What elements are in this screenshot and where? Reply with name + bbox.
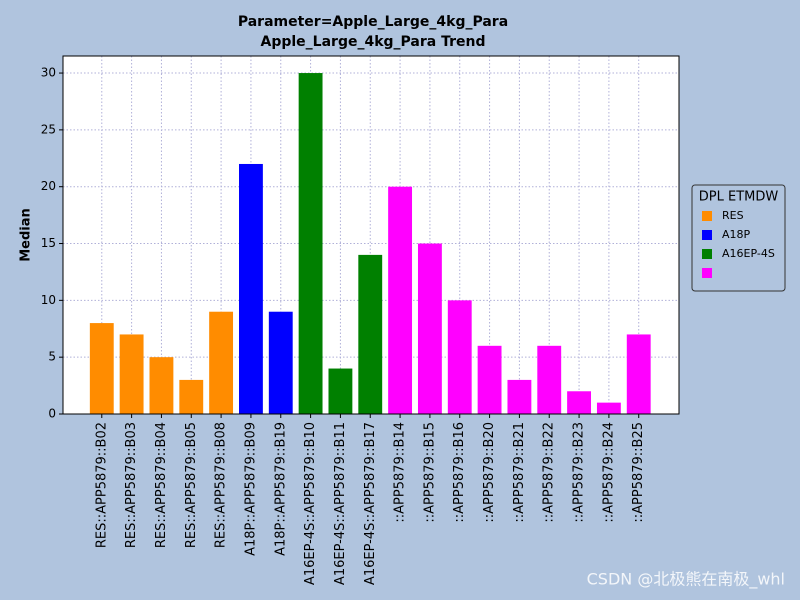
chart-title: Apple_Large_4kg_Para Trend [261,34,486,50]
bar [567,391,591,414]
x-tick-label: RES::APP5879::B04 [154,422,169,548]
bar [507,379,532,414]
x-tick-label: ::APP5879::B16 [452,422,467,523]
bar [328,368,353,414]
bar [179,379,204,414]
plot-frame [62,55,680,415]
y-tick-label: 15 [41,236,56,250]
x-tick-label: RES::APP5879::B08 [214,422,229,548]
y-tick-label: 0 [48,407,56,421]
bar [239,163,263,414]
bar [626,334,651,414]
x-tick-label: A18P::APP5879::B19 [273,422,288,556]
bar [358,254,383,414]
x-tick-label: ::APP5879::B14 [393,422,408,523]
bar [209,311,234,414]
y-tick-label: 20 [41,179,56,193]
bar [477,345,502,414]
x-tick-label: ::APP5879::B20 [482,422,497,523]
legend-swatch [702,268,712,278]
bar [596,402,621,414]
x-tick-label: ::APP5879::B22 [542,422,557,523]
bar [447,300,472,414]
legend-swatch [702,211,712,221]
legend-label: A16EP-4S [722,247,775,260]
x-tick-label: ::APP5879::B15 [422,422,437,523]
y-axis-label: Median [19,208,34,262]
bar [119,334,144,414]
x-tick-label: RES::APP5879::B05 [184,422,199,548]
legend-label: RES [722,209,744,222]
bar [268,311,293,414]
x-tick-label: ::APP5879::B24 [601,422,616,523]
x-tick-label: ::APP5879::B23 [572,422,587,523]
x-tick-label: A16EP-4S::APP5879::B10 [303,422,318,585]
watermark: CSDN @北极熊在南极_whl [587,570,785,590]
y-tick-label: 30 [41,66,56,80]
legend-swatch [702,230,712,240]
bar [537,345,562,414]
legend-title: DPL ETMDW [699,190,779,205]
x-tick-label: RES::APP5879::B02 [94,422,109,548]
bar [89,323,114,414]
bar [149,357,174,414]
legend-swatch [702,249,712,259]
x-tick-label: RES::APP5879::B03 [124,422,139,548]
y-tick-label: 10 [41,293,56,307]
x-tick-label: A16EP-4S::APP5879::B17 [363,422,378,585]
bar [298,73,323,415]
bar [388,186,413,414]
legend-box [691,184,786,292]
y-tick-label: 25 [41,122,56,136]
chart-title: Parameter=Apple_Large_4kg_Para [238,14,508,30]
x-tick-label: ::APP5879::B21 [512,422,527,523]
bar [417,243,442,414]
x-tick-label: A16EP-4S::APP5879::B11 [333,422,348,585]
x-tick-label: A18P::APP5879::B09 [243,422,258,556]
legend-label: A18P [722,228,751,241]
y-tick-label: 5 [48,350,56,364]
x-tick-label: ::APP5879::B25 [631,422,646,523]
